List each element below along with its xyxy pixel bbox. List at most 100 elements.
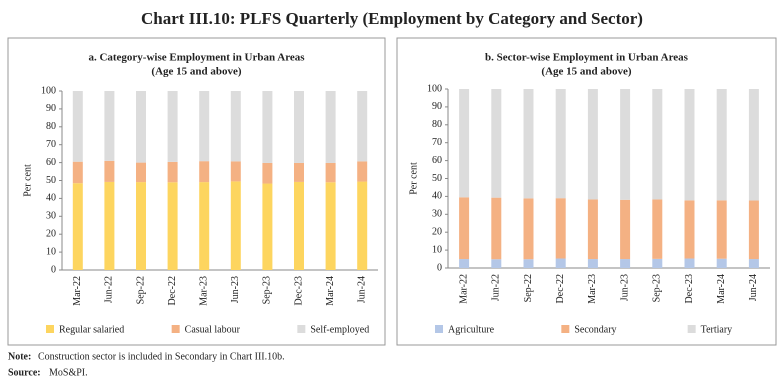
bar-segment [491, 197, 502, 260]
note: Construction sector is included in Secon… [38, 351, 285, 362]
panel-subtitle: (Age 15 and above) [151, 66, 241, 78]
bar-segment [167, 161, 178, 183]
bar-segment [652, 199, 663, 259]
y-tick-label: 90 [432, 101, 442, 112]
bar-segment [523, 89, 534, 199]
bar-segment [72, 161, 83, 184]
y-axis-label: Per cent [22, 164, 33, 197]
panel-frame [7, 37, 386, 346]
bar-segment [104, 91, 115, 161]
x-tick-label: Sep-23 [652, 274, 663, 302]
legend-swatch [561, 325, 570, 333]
legend-swatch [46, 325, 54, 333]
x-tick-label: Jun-22 [104, 276, 115, 303]
bar-segment [684, 200, 695, 259]
bar-segment [104, 160, 115, 182]
bar-segment [167, 91, 178, 162]
bar-segment [325, 182, 336, 270]
bar-segment [325, 162, 336, 183]
bar-segment [748, 89, 759, 201]
bar-segment [199, 91, 210, 162]
legend-label: Tertiary [701, 324, 733, 335]
bar-segment [652, 89, 663, 200]
bar-segment [262, 91, 273, 163]
bar-segment [587, 259, 598, 268]
x-tick-label: Mar-23 [587, 274, 598, 304]
legend-swatch [297, 325, 306, 333]
panel-title: a. Category-wise Employment in Urban Are… [88, 52, 305, 64]
y-tick-label: 30 [46, 211, 56, 222]
y-tick-label: 80 [46, 121, 56, 132]
y-tick-label: 10 [46, 246, 56, 257]
bar-segment [620, 199, 631, 260]
bar-segment [136, 182, 146, 270]
bar-segment [136, 162, 146, 183]
bar-segment [262, 183, 273, 270]
bar-segment [620, 89, 631, 200]
bar-segment [555, 258, 566, 268]
x-tick-label: Mar-23 [198, 276, 209, 306]
x-tick-label: Sep-22 [135, 276, 146, 304]
legend-label: Agriculture [448, 324, 495, 335]
y-tick-label: 0 [437, 262, 442, 273]
x-tick-label: Jun-23 [230, 276, 241, 303]
bar-segment [684, 89, 695, 201]
bar-segment [294, 91, 304, 163]
legend-label: Self-employed [310, 324, 369, 335]
y-tick-label: 50 [432, 173, 442, 184]
bar-segment [325, 91, 336, 163]
x-tick-label: Mar-22 [72, 276, 83, 306]
y-tick-label: 40 [46, 193, 56, 204]
panel-title: b. Sector-wise Employment in Urban Areas [485, 52, 689, 64]
bar-segment [491, 89, 502, 198]
bar-segment [230, 181, 241, 270]
y-tick-label: 50 [46, 175, 56, 186]
y-tick-label: 70 [46, 139, 56, 150]
y-tick-label: 80 [432, 119, 442, 130]
y-axis-label: Per cent [408, 162, 419, 195]
x-tick-label: Mar-24 [716, 274, 727, 304]
bar-segment [459, 197, 470, 260]
x-tick-label: Jun-24 [356, 276, 367, 303]
bar-segment [555, 89, 566, 199]
bar-segment [104, 181, 115, 270]
bar-segment [716, 89, 727, 201]
y-tick-label: 0 [51, 264, 56, 275]
y-tick-label: 20 [46, 228, 56, 239]
legend-label: Casual labour [185, 324, 241, 335]
x-tick-label: Jun-24 [748, 274, 759, 301]
bar-segment [748, 259, 759, 268]
y-tick-label: 30 [432, 209, 442, 220]
bar-segment [555, 198, 566, 259]
bar-segment [230, 91, 241, 162]
bar-segment [587, 89, 598, 200]
panel-frame [396, 37, 777, 346]
x-tick-label: Dec-23 [684, 274, 695, 303]
legend-label: Regular salaried [59, 324, 124, 335]
bar-segment [136, 91, 146, 163]
bar-segment [357, 181, 368, 270]
bar-segment [294, 181, 304, 270]
bar-segment [620, 259, 631, 268]
bar-segment [294, 162, 304, 182]
y-tick-label: 60 [46, 157, 56, 168]
bar-segment [491, 259, 502, 268]
y-tick-label: 60 [432, 155, 442, 166]
y-tick-label: 100 [41, 85, 56, 96]
source-label: Source: [8, 367, 41, 378]
legend-swatch [171, 325, 180, 333]
bar-segment [199, 182, 210, 270]
note-label: Note: [8, 351, 31, 362]
bar-segment [357, 91, 368, 162]
x-tick-label: Dec-22 [555, 274, 566, 303]
bar-segment [72, 183, 83, 270]
source: MoS&PI. [49, 367, 88, 378]
bar-segment [716, 200, 727, 259]
y-tick-label: 10 [432, 244, 442, 255]
bar-segment [167, 182, 178, 270]
y-tick-label: 40 [432, 191, 442, 202]
y-tick-label: 100 [427, 83, 442, 94]
legend-label: Secondary [574, 324, 616, 335]
bar-segment [587, 199, 598, 260]
